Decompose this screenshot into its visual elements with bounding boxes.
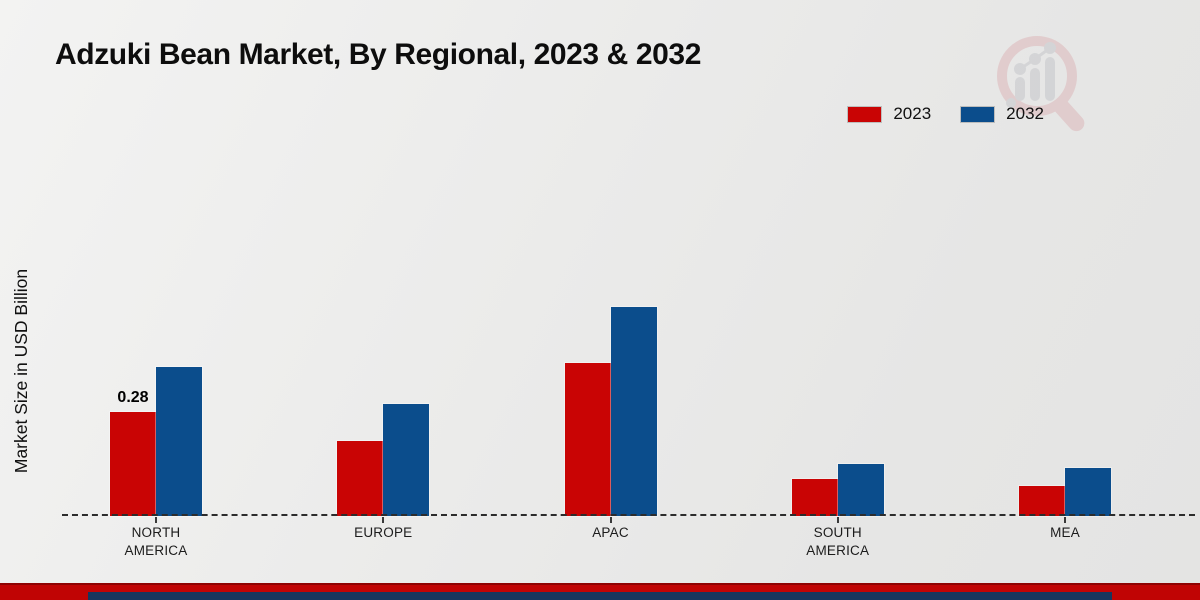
magnifier-growth-logo-icon — [997, 36, 1085, 132]
legend-swatch-2032 — [961, 106, 995, 122]
category-label-mea: MEA — [1050, 525, 1080, 540]
legend-item-2023: 2023 — [848, 104, 931, 124]
legend-swatch-2023 — [848, 106, 882, 122]
bar-2023-south-america — [791, 479, 838, 516]
bar-2032-apac — [610, 307, 657, 516]
category-label-apac: APAC — [592, 525, 629, 540]
legend-label: 2023 — [893, 104, 932, 123]
bar-2023-mea — [1019, 486, 1065, 516]
chart-title: Adzuki Bean Market, By Regional, 2023 & … — [55, 38, 701, 71]
bar-2023-apac — [564, 363, 611, 516]
bar-2023-europe — [337, 441, 384, 516]
legend-label: 2032 — [1006, 104, 1044, 123]
bar-2023-north-america — [110, 412, 156, 516]
x-axis-tick — [836, 517, 839, 523]
x-axis-tick — [1064, 517, 1066, 523]
bar-2032-south-america — [837, 464, 884, 516]
legend: 2023 2032 — [848, 104, 1044, 124]
legend-item-2032: 2032 — [961, 104, 1044, 124]
bar-2032-north-america — [156, 367, 202, 516]
x-axis-tick — [382, 517, 385, 523]
category-label-north-america: NORTH AMERICA — [124, 525, 188, 559]
x-axis-baseline — [62, 514, 1195, 516]
category-label-south-america: SOUTH AMERICA — [806, 525, 870, 559]
bar-2032-mea — [1065, 468, 1111, 516]
bar-value-label: 0.28 — [117, 389, 149, 406]
x-axis-tick — [609, 517, 612, 523]
bar-2032-europe — [383, 404, 430, 516]
category-label-europe: EUROPE — [354, 525, 413, 540]
footer-navy-band — [88, 592, 1112, 600]
x-axis-tick — [155, 517, 157, 523]
y-axis-label: Market Size in USD Billion — [11, 268, 31, 474]
